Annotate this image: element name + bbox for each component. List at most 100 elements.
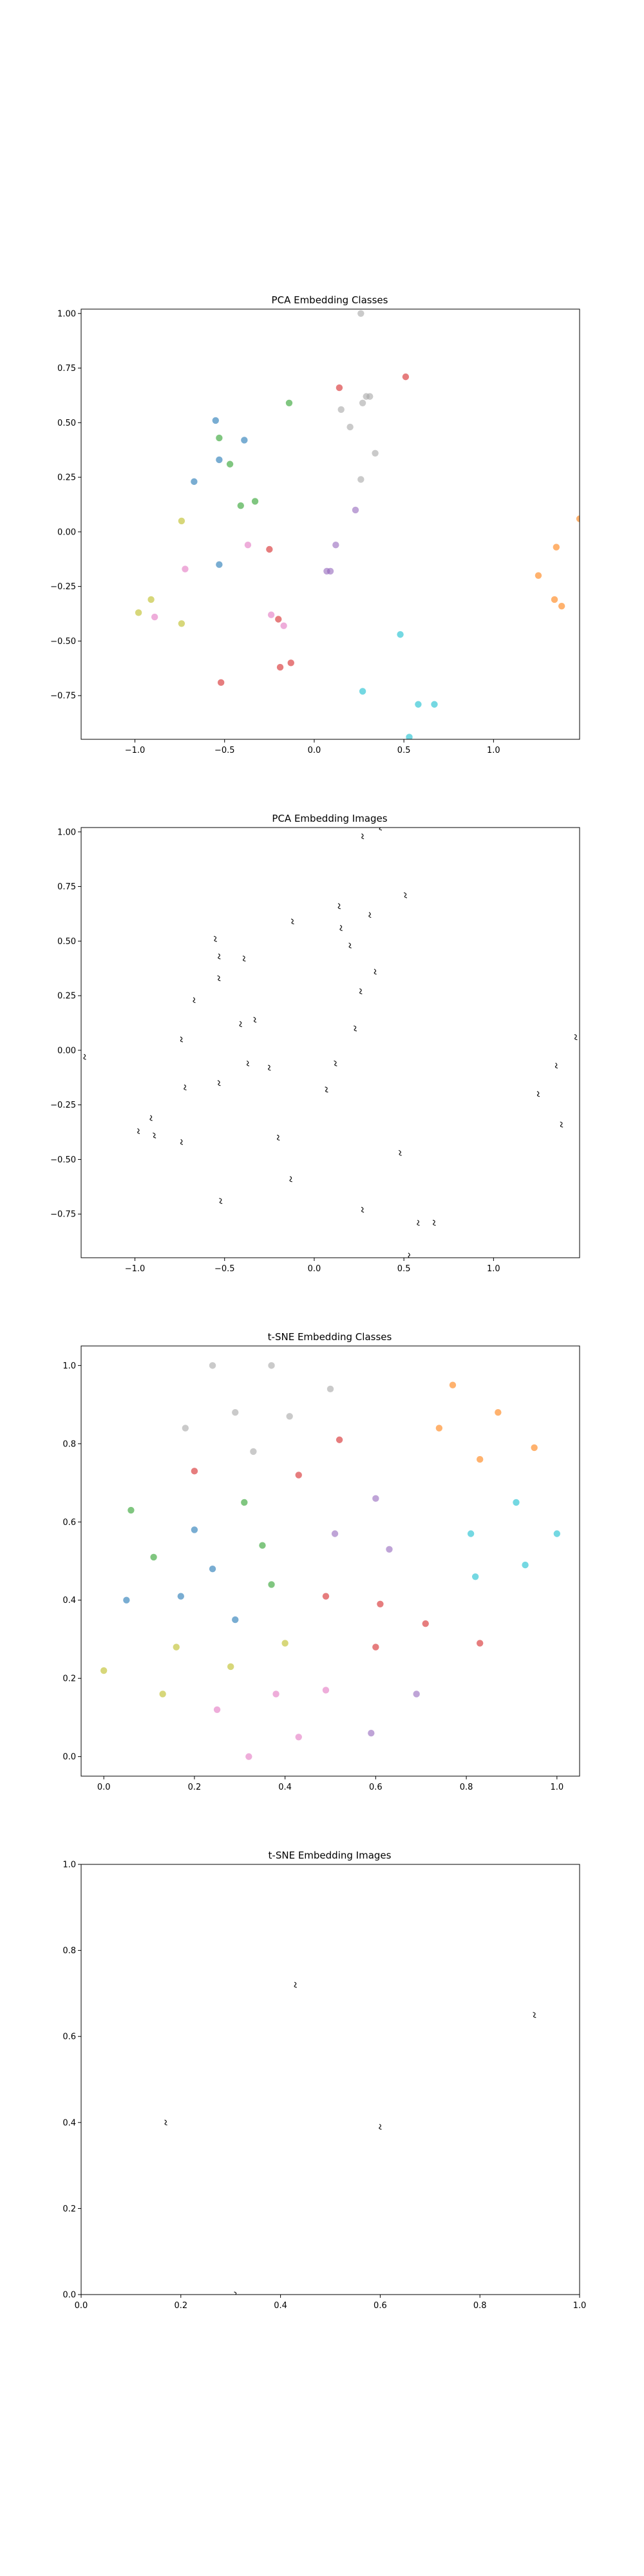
- x-tick-label: 0.2: [188, 1783, 202, 1792]
- data-point: [178, 620, 185, 627]
- data-point: [232, 1616, 239, 1624]
- data-point: [431, 701, 438, 708]
- image-marker: [560, 1121, 564, 1128]
- data-point: [191, 1468, 198, 1475]
- x-tick-label: 0.0: [308, 746, 321, 755]
- data-point: [435, 1425, 443, 1432]
- data-point: [226, 460, 234, 468]
- image-marker: [359, 988, 363, 994]
- y-tick-label: 0.6: [62, 1518, 76, 1528]
- data-point: [471, 1573, 479, 1580]
- data-point: [477, 1455, 484, 1463]
- data-point: [267, 611, 275, 618]
- data-point: [216, 561, 223, 568]
- chart-title: PCA Embedding Images: [272, 813, 387, 824]
- x-tick-label: 0.5: [397, 746, 411, 755]
- chart-pca-classes: PCA Embedding Classes −1.0 −0.5 0.0 0.5 1.0 1…: [0, 283, 644, 779]
- image-marker: [246, 1060, 250, 1066]
- data-point: [413, 1690, 420, 1698]
- image-marker: [403, 892, 408, 898]
- image-marker: [184, 1084, 187, 1091]
- image-marker: [339, 925, 343, 931]
- data-point: [212, 417, 220, 424]
- image-marker: [348, 942, 352, 949]
- image-marker: [325, 1086, 328, 1093]
- chart-svg: t-SNE Embedding Classes 0.0 0.2 0.4 0.6 0.8 1…: [62, 1331, 580, 1792]
- data-point: [280, 622, 287, 629]
- y-tick-label: −0.75: [50, 1210, 76, 1220]
- image-marker: [379, 828, 383, 831]
- image-marker: [153, 1132, 156, 1139]
- data-point: [327, 567, 334, 575]
- y-tick-label: −0.50: [50, 637, 76, 647]
- x-tick-label: 1.0: [487, 1264, 500, 1274]
- data-point: [147, 596, 155, 603]
- image-marker: [574, 1034, 578, 1041]
- image-marker: [408, 1253, 411, 1258]
- data-point: [558, 602, 565, 610]
- data-point: [241, 1499, 248, 1506]
- x-tick-label: 0.6: [374, 2301, 387, 2311]
- y-tick-label: 0.25: [57, 473, 76, 483]
- y-tick-label: 0.0: [62, 2291, 76, 2300]
- image-marker: [379, 2123, 382, 2130]
- image-marker: [294, 1982, 297, 1988]
- y-tick-label: 0.8: [62, 1946, 76, 1956]
- data-point: [372, 450, 379, 457]
- data-point: [357, 476, 365, 483]
- x-tick-label: 0.0: [75, 2301, 88, 2311]
- image-marker: [334, 1060, 337, 1066]
- data-point: [286, 1413, 293, 1420]
- axes-frame: [80, 827, 580, 1258]
- x-tick-label: 1.0: [550, 1783, 564, 1792]
- y-tick-label: −0.25: [50, 1101, 76, 1110]
- data-point: [272, 1690, 279, 1698]
- image-marker: [137, 1128, 140, 1134]
- image-marker: [193, 997, 196, 1003]
- image-marker: [536, 1091, 540, 1097]
- data-point: [357, 310, 365, 317]
- data-point: [327, 1385, 334, 1392]
- data-point: [322, 1593, 330, 1600]
- y-tick-label: 0.00: [57, 527, 76, 537]
- image-marker: [253, 1016, 257, 1023]
- data-point: [251, 498, 259, 505]
- data-point: [217, 679, 225, 687]
- chart-title: PCA Embedding Classes: [272, 294, 388, 306]
- image-marker: [83, 1054, 86, 1060]
- image-marker: [234, 2291, 237, 2295]
- data-point: [216, 456, 223, 464]
- data-point: [553, 1530, 561, 1537]
- chart-tsne-images: t-SNE Embedding Images 0.0 0.2 0.4 0.6 0.8 1.…: [0, 1839, 644, 2334]
- image-marker: [368, 912, 372, 918]
- data-point: [241, 437, 248, 444]
- image-marker: [398, 1150, 402, 1156]
- data-point: [213, 1706, 221, 1713]
- plot-area: [100, 1362, 561, 1760]
- image-marker: [276, 1134, 280, 1141]
- image-marker: [533, 2012, 536, 2018]
- data-point: [209, 1565, 216, 1573]
- image-marker: [149, 1115, 153, 1121]
- y-tick-label: 0.75: [57, 364, 76, 374]
- image-marker: [361, 833, 365, 840]
- image-marker: [374, 969, 377, 975]
- data-point: [287, 659, 294, 667]
- image-marker: [217, 975, 221, 981]
- data-point: [245, 1753, 252, 1760]
- y-tick-label: −0.50: [50, 1155, 76, 1165]
- image-marker: [337, 903, 341, 909]
- data-point: [268, 1362, 275, 1369]
- data-point: [359, 688, 366, 695]
- x-tick-label: 0.0: [308, 1264, 321, 1274]
- data-point: [266, 545, 273, 553]
- data-point: [281, 1640, 289, 1647]
- axes-frame: [80, 1864, 580, 2295]
- x-tick-label: 0.8: [460, 1783, 473, 1792]
- y-tick-label: 0.4: [62, 2118, 76, 2128]
- data-point: [377, 1600, 384, 1607]
- y-tick-label: 0.50: [57, 937, 76, 947]
- image-marker: [180, 1139, 184, 1145]
- y-tick-label: 0.2: [62, 1674, 76, 1684]
- data-point: [216, 434, 223, 442]
